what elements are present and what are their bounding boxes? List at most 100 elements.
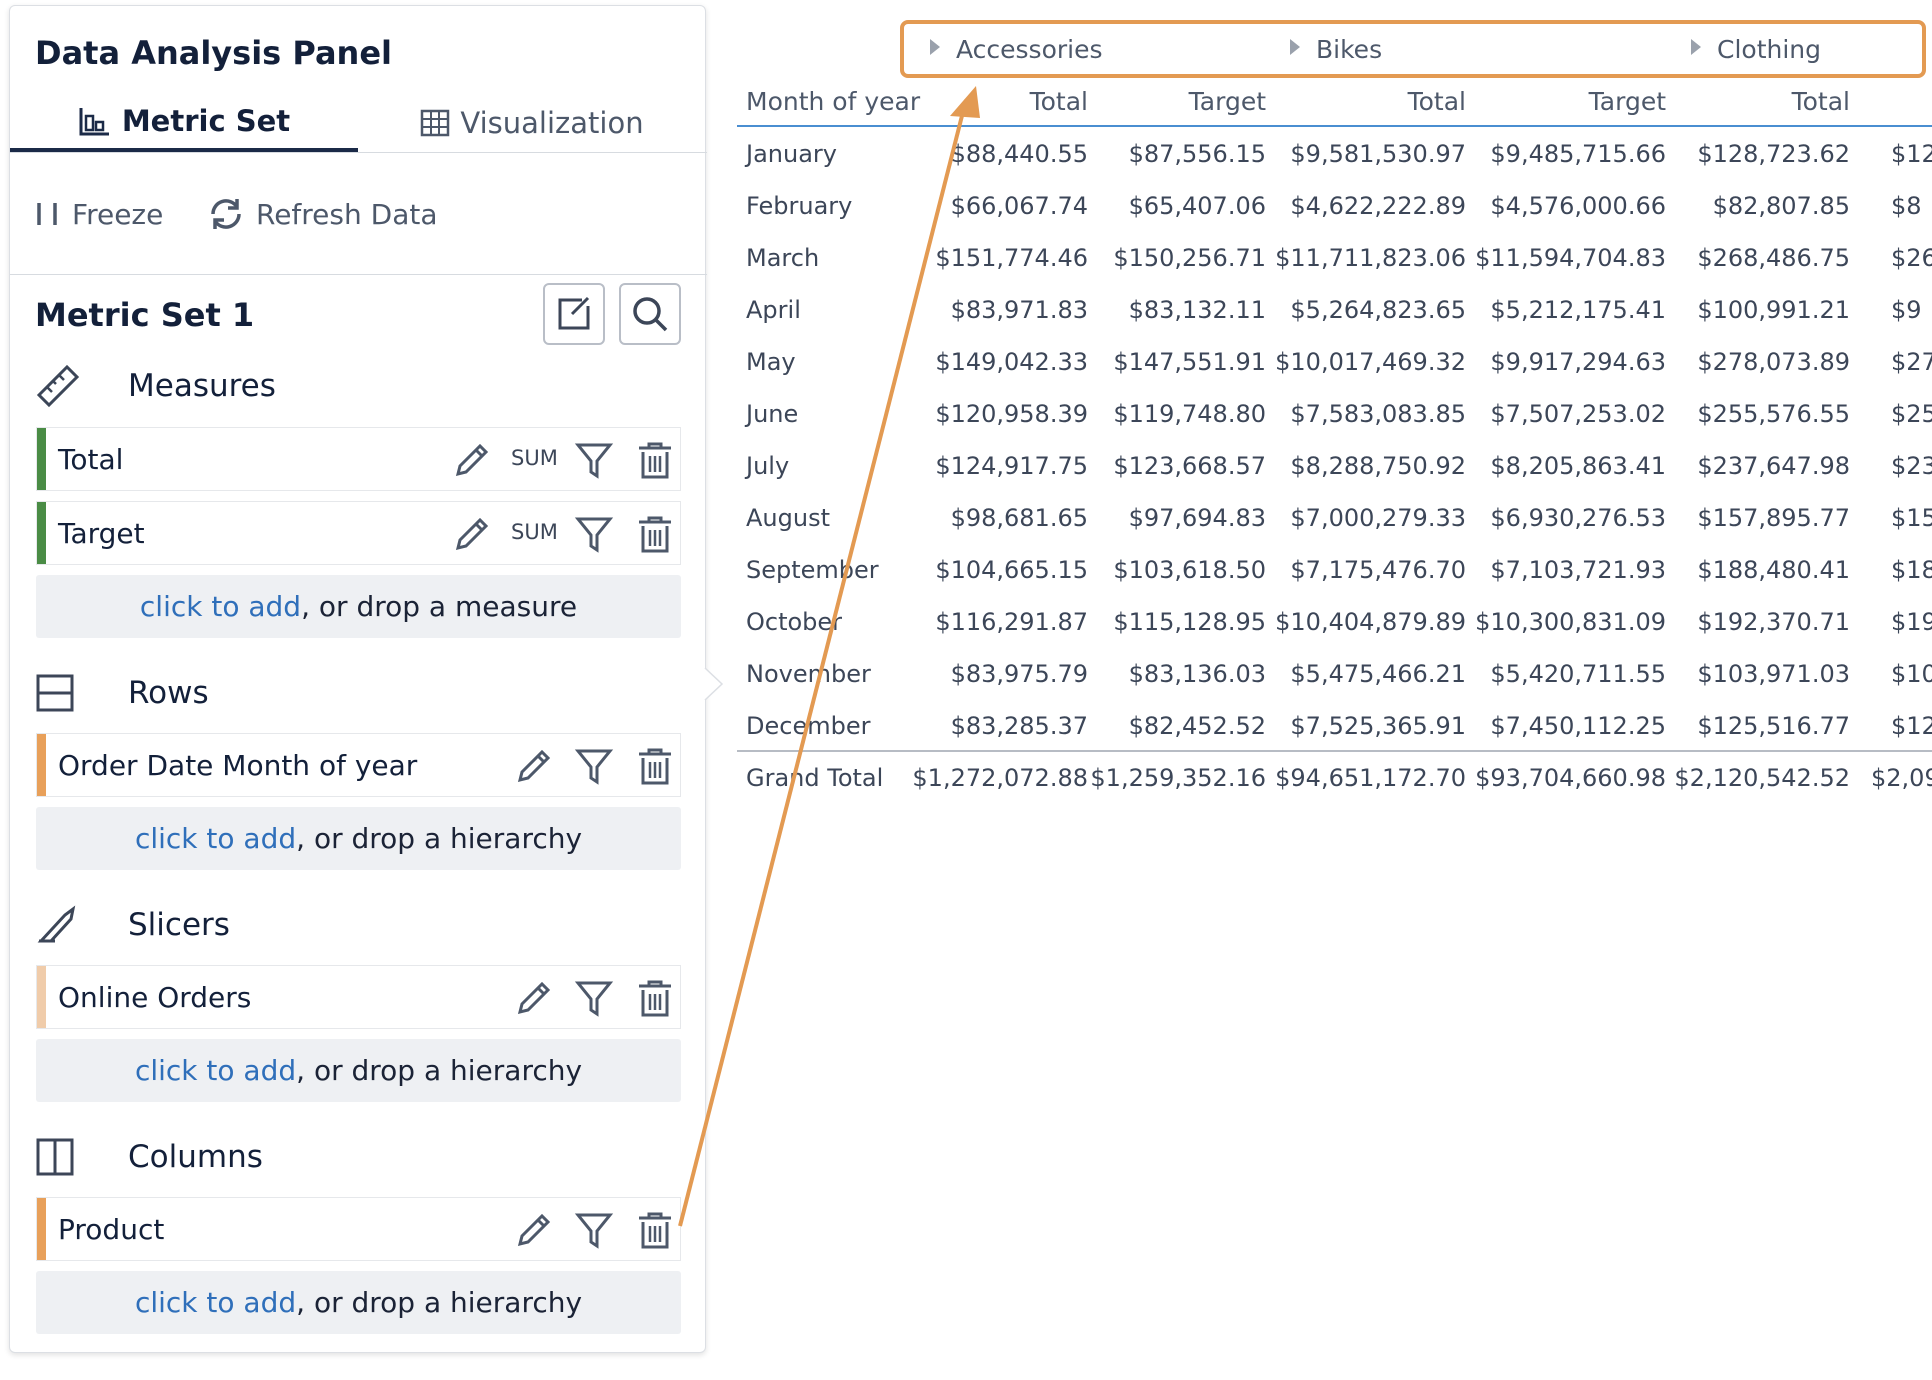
tab-metric-set[interactable]: Metric Set [10,94,358,152]
row-label[interactable]: April [746,296,801,324]
value-cell: $15 [1891,504,1932,532]
column-color-bar [37,1198,46,1260]
filter-icon[interactable] [574,514,614,554]
measure-header: Total [1029,87,1088,116]
pencil-icon[interactable] [514,1210,554,1250]
add-slicer-dropzone[interactable]: click to add, or drop a hierarchy [36,1039,681,1102]
value-cell: $151,774.46 [935,244,1088,272]
measure-name: Target [58,516,145,550]
value-cell: $11,594,704.83 [1475,244,1666,272]
row-label[interactable]: July [746,452,790,480]
value-cell: $103,618.50 [1113,556,1266,584]
add-column-dropzone[interactable]: click to add, or drop a hierarchy [36,1271,681,1334]
value-cell: $8,288,750.92 [1290,452,1466,480]
measures-section-header: Measures [35,361,276,411]
columns-label: Columns [128,1139,263,1175]
value-cell: $103,971.03 [1697,660,1850,688]
column-group-accessories[interactable]: Accessories [956,35,1103,64]
row-label[interactable]: May [746,348,796,376]
tab-visualization[interactable]: Visualization [358,94,706,152]
value-cell: $12 [1891,140,1932,168]
row-label[interactable]: December [746,712,871,740]
row-label[interactable]: September [746,556,879,584]
freeze-button[interactable]: Freeze [34,190,163,238]
add-measure-dropzone[interactable]: click to add, or drop a measure [36,575,681,638]
column-group-clothing[interactable]: Clothing [1717,35,1822,64]
sum-aggregation-button[interactable]: SUM [511,446,558,470]
grid-icon [421,109,450,137]
value-cell: $12 [1891,712,1932,740]
filter-icon[interactable] [574,1210,614,1250]
columns-icon [36,1138,74,1176]
value-cell: $120,958.39 [935,400,1088,428]
trash-icon[interactable] [635,746,675,786]
measure-item-target[interactable]: Target SUM [36,501,681,565]
expand-accessories-icon[interactable] [928,37,942,61]
value-cell: $10,017,469.32 [1275,348,1466,376]
value-cell: $147,551.91 [1113,348,1266,376]
add-row-dropzone[interactable]: click to add, or drop a hierarchy [36,807,681,870]
click-to-add-link[interactable]: click to add [134,1286,297,1319]
row-label[interactable]: October [746,608,843,636]
click-to-add-link[interactable]: click to add [139,590,302,623]
pencil-icon[interactable] [514,978,554,1018]
value-cell: $66,067.74 [950,192,1088,220]
value-cell: $9,917,294.63 [1490,348,1666,376]
measure-item-total[interactable]: Total SUM [36,427,681,491]
grand-total-cell: $1,272,072.88 [912,764,1088,792]
row-label[interactable]: March [746,244,820,272]
value-cell: $188,480.41 [1697,556,1850,584]
column-name: Product [58,1212,165,1246]
search-button[interactable] [619,283,681,345]
grand-total-cell: $1,259,352.16 [1090,764,1266,792]
metric-set-title: Metric Set 1 [35,296,255,334]
grand-total-cell: $93,704,660.98 [1475,764,1666,792]
trash-icon[interactable] [635,514,675,554]
row-label[interactable]: November [746,660,871,688]
ruler-icon [36,364,80,408]
trash-icon[interactable] [635,440,675,480]
filter-icon[interactable] [574,440,614,480]
click-to-add-link[interactable]: click to add [134,822,297,855]
row-label[interactable]: January [746,140,837,168]
value-cell: $115,128.95 [1113,608,1266,636]
expand-bikes-icon[interactable] [1288,37,1302,61]
refresh-data-button[interactable]: Refresh Data [206,190,438,238]
value-cell: $100,991.21 [1697,296,1850,324]
measure-name: Total [58,442,124,476]
measure-header: Total [1791,87,1850,116]
slicers-section-header: Slicers [35,900,230,950]
measure-header: Target [1188,87,1266,116]
row-label[interactable]: June [746,400,799,428]
pencil-icon[interactable] [452,440,492,480]
value-cell: $10,300,831.09 [1475,608,1666,636]
expand-clothing-icon[interactable] [1689,37,1703,61]
trash-icon[interactable] [635,978,675,1018]
row-color-bar [37,734,46,796]
column-item-product[interactable]: Product [36,1197,681,1261]
freeze-label: Freeze [72,197,164,231]
row-item-order-date[interactable]: Order Date Month of year [36,733,681,797]
knife-icon [37,905,76,943]
row-label[interactable]: February [746,192,853,220]
value-cell: $98,681.65 [950,504,1088,532]
filter-icon[interactable] [574,746,614,786]
value-cell: $26 [1891,244,1932,272]
pencil-icon[interactable] [514,746,554,786]
value-cell: $87,556.15 [1128,140,1266,168]
pencil-icon[interactable] [452,514,492,554]
adder-text: , or drop a hierarchy [296,822,583,855]
rows-label: Rows [128,675,209,711]
edit-metric-set-button[interactable] [543,283,605,345]
slicer-color-bar [37,966,46,1028]
trash-icon[interactable] [635,1210,675,1250]
sum-aggregation-button[interactable]: SUM [511,520,558,544]
slicer-item-online-orders[interactable]: Online Orders [36,965,681,1029]
slicers-label: Slicers [128,907,230,943]
slicer-name: Online Orders [58,980,252,1014]
column-group-bikes[interactable]: Bikes [1316,35,1383,64]
row-label[interactable]: August [746,504,830,532]
filter-icon[interactable] [574,978,614,1018]
click-to-add-link[interactable]: click to add [134,1054,297,1087]
tab-visualization-label: Visualization [460,106,644,140]
